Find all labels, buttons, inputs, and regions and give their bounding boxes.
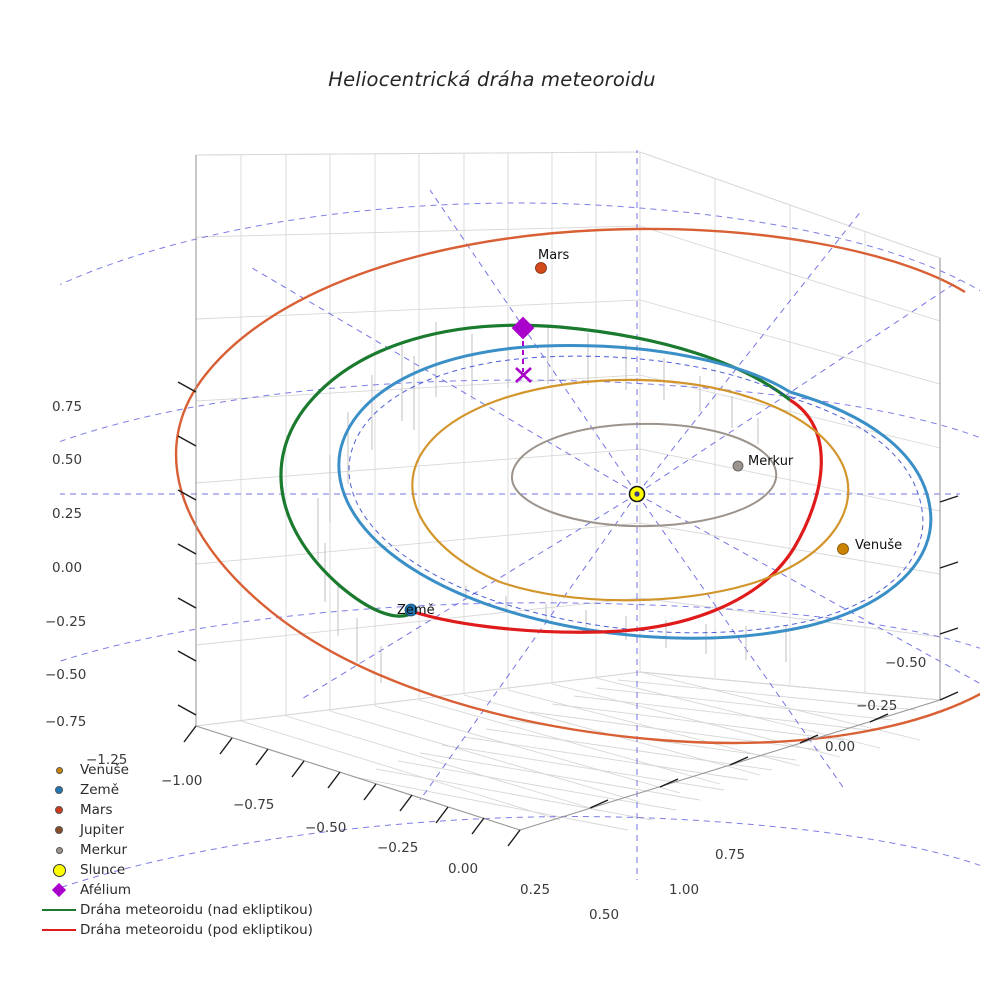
aphelion-diamond-marker xyxy=(511,316,535,340)
x-axis-tick-label: 0.75 xyxy=(715,847,746,863)
legend-line-key xyxy=(38,920,80,940)
y-axis-tick-label: −0.50 xyxy=(885,655,927,671)
x-axis-tick-label: 0.00 xyxy=(448,861,479,877)
z-axis-tick-label: 0.50 xyxy=(52,452,83,468)
legend-line-swatch-icon xyxy=(42,909,76,911)
planet-markers xyxy=(404,262,849,617)
plot-label-země: Země xyxy=(397,603,435,618)
legend-item-label: Jupiter xyxy=(80,822,125,838)
x-axis-tick-label: −1.25 xyxy=(86,752,128,768)
x-axis-tick-label: 0.25 xyxy=(520,882,551,898)
legend-item-label: Dráha meteoroidu (nad ekliptikou) xyxy=(80,902,313,918)
z-axis-tick-label: −0.50 xyxy=(45,667,87,683)
legend-item[interactable]: Jupiter xyxy=(38,820,338,840)
page-title: Heliocentrická dráha meteoroidu xyxy=(328,68,656,91)
plot-label-venuše: Venuše xyxy=(855,538,903,553)
legend-item[interactable]: Mars xyxy=(38,800,338,820)
x-axis-tick-label: −0.25 xyxy=(377,840,419,856)
orbit-venus xyxy=(411,378,850,602)
meteoroid-track-above xyxy=(279,323,791,618)
legend-diamond-key xyxy=(38,880,80,900)
aphelion-projection-x xyxy=(515,367,532,383)
legend-dot-key xyxy=(38,760,80,780)
plot-label-merkur: Merkur xyxy=(748,454,794,469)
x-axis-tick-label: −1.00 xyxy=(161,773,203,789)
y-axis-tick-label: 0.00 xyxy=(825,739,856,755)
planet-dot-icon xyxy=(55,786,63,794)
legend-dot-key xyxy=(38,840,80,860)
legend-item-label: Venuše xyxy=(80,762,129,778)
x-axis-tick-label: −0.50 xyxy=(305,820,347,836)
legend-item-label: Afélium xyxy=(80,882,132,898)
aphelion-group xyxy=(511,316,535,383)
orbit-mercury xyxy=(510,422,778,528)
legend-item[interactable]: Venuše xyxy=(38,760,338,780)
marker-venuse xyxy=(837,543,849,555)
x-axis-tick-label: 0.50 xyxy=(589,907,620,923)
legend-dot-key xyxy=(38,800,80,820)
legend: Venuše Země Mars Jupiter Merkur Slunce Afélium… xyxy=(38,760,338,940)
legend-item-label: Slunce xyxy=(80,862,126,878)
plot-label-mars: Mars xyxy=(538,248,570,263)
legend-line-key xyxy=(38,900,80,920)
legend-item-label: Merkur xyxy=(80,842,128,858)
legend-item[interactable]: Slunce xyxy=(38,860,338,880)
z-axis-tick-label: 0.75 xyxy=(52,399,83,415)
z-axis-tick-label: −0.75 xyxy=(45,714,87,730)
legend-item-label: Mars xyxy=(80,802,113,818)
sun-marker-icon xyxy=(52,863,66,877)
legend-sun-key xyxy=(38,860,80,880)
legend-item-label: Země xyxy=(80,782,120,798)
legend-item[interactable]: Afélium xyxy=(38,880,338,900)
z-axis-tick-label: −0.25 xyxy=(45,614,87,630)
planet-dot-icon xyxy=(55,846,63,854)
legend-item[interactable]: Dráha meteoroidu (nad ekliptikou) xyxy=(38,900,338,920)
planet-dot-icon xyxy=(55,766,63,774)
legend-line-swatch-icon xyxy=(42,929,76,931)
y-axis-tick-label: −0.25 xyxy=(856,698,898,714)
axis-ticks xyxy=(177,381,959,847)
marker-zeme xyxy=(404,603,418,617)
legend-item[interactable]: Země xyxy=(38,780,338,800)
marker-mars xyxy=(535,262,547,274)
planet-dot-icon xyxy=(55,826,63,834)
legend-dot-key xyxy=(38,820,80,840)
z-axis-tick-label: 0.00 xyxy=(52,560,83,576)
orbit-mars xyxy=(174,227,980,745)
legend-item[interactable]: Merkur xyxy=(38,840,338,860)
meteoroid-track-below xyxy=(413,398,823,634)
legend-dot-key xyxy=(38,780,80,800)
planet-dot-icon xyxy=(55,806,63,814)
reference-ellipses xyxy=(60,202,980,889)
legend-item-label: Dráha meteoroidu (pod ekliptikou) xyxy=(80,922,313,938)
aphelion-diamond-icon xyxy=(51,882,67,898)
legend-item[interactable]: Dráha meteoroidu (pod ekliptikou) xyxy=(38,920,338,940)
orbit-earth xyxy=(337,344,933,640)
pane-grid-floor xyxy=(195,671,941,831)
marker-merkur xyxy=(732,460,744,472)
pane-grid-left xyxy=(195,151,641,727)
z-axis-tick-label: 0.25 xyxy=(52,506,83,522)
x-axis-tick-label: 1.00 xyxy=(669,882,700,898)
x-axis-tick-label: −0.75 xyxy=(233,797,275,813)
marker-slunce-core xyxy=(634,491,640,497)
